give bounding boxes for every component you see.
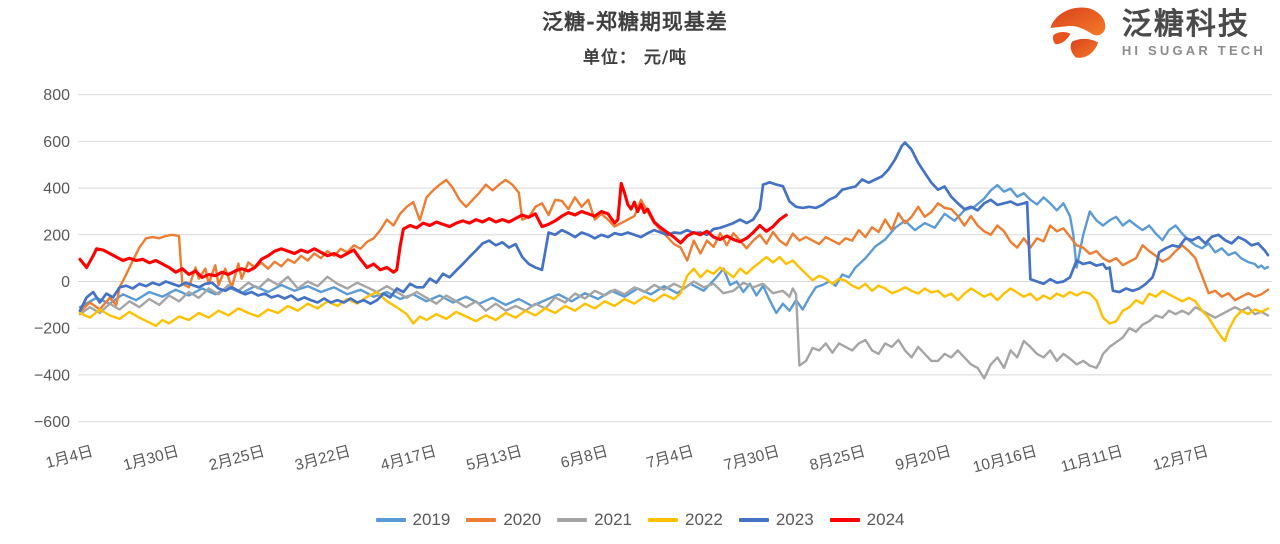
legend-swatch-2023 — [738, 518, 769, 522]
x-axis-tick-label: 7月4日 — [645, 443, 696, 472]
y-axis-tick-label: 0 — [61, 274, 70, 291]
x-axis-tick-label: 1月30日 — [121, 443, 180, 474]
chart-legend: 2019 2020 2021 2022 2023 2024 — [0, 510, 1280, 530]
legend-label-2022: 2022 — [685, 510, 723, 529]
legend-item-2022: 2022 — [648, 510, 723, 530]
x-axis-tick-label: 5月13日 — [465, 443, 524, 474]
legend-swatch-2019 — [375, 518, 406, 522]
series-line-2024 — [78, 181, 788, 280]
legend-item-2019: 2019 — [375, 510, 451, 530]
x-axis-tick-label: 12月7日 — [1151, 443, 1210, 474]
series-line-2020 — [78, 178, 1270, 314]
x-axis-tick-label: 2月25日 — [207, 443, 266, 474]
legend-swatch-2022 — [648, 518, 678, 522]
legend-label-2019: 2019 — [412, 510, 451, 529]
legend-label-2020: 2020 — [503, 510, 542, 529]
x-axis-tick-label: 8月25日 — [808, 443, 867, 474]
legend-label-2024: 2024 — [866, 510, 905, 529]
legend-label-2021: 2021 — [594, 510, 632, 529]
x-axis-tick-label: 6月8日 — [559, 443, 610, 472]
legend-swatch-2024 — [829, 518, 860, 522]
hi-sugar-tech-logo: 泛糖科技 HI SUGAR TECH — [1046, 4, 1266, 62]
y-axis-tick-label: 600 — [43, 134, 70, 151]
y-axis-tick-label: −200 — [34, 321, 70, 338]
x-axis-tick-label: 7月30日 — [722, 443, 781, 474]
basis-line-chart: 800 600 400 200 0 −200 −400 −600 1月4日 1月30日 2月25日 3… — [34, 87, 1272, 476]
legend-swatch-2021 — [557, 518, 588, 522]
x-axis-tick-label: 11月11日 — [1059, 443, 1124, 476]
series-line-2021 — [78, 275, 1270, 380]
x-axis-tick-label: 10月16日 — [971, 443, 1039, 476]
y-axis-tick-label: 400 — [43, 181, 70, 198]
x-axis-tick-label: 3月22日 — [293, 443, 352, 474]
x-axis-tick-label: 9月20日 — [894, 443, 953, 474]
series-line-2019 — [78, 183, 1270, 315]
y-axis-tick-label: −400 — [34, 367, 70, 384]
legend-item-2020: 2020 — [466, 510, 541, 530]
x-axis-tick-label: 1月4日 — [44, 443, 95, 472]
logo-swirl-icon — [1050, 7, 1106, 58]
logo-company-subname: HI SUGAR TECH — [1121, 43, 1266, 58]
legend-item-2024: 2024 — [829, 510, 905, 530]
legend-swatch-2020 — [466, 518, 497, 522]
y-axis-tick-label: −600 — [34, 414, 70, 431]
legend-label-2023: 2023 — [775, 510, 814, 529]
y-axis-tick-label: 800 — [43, 87, 70, 104]
y-axis-tick-label: 200 — [43, 227, 70, 244]
x-axis-tick-label: 4月17日 — [379, 443, 438, 474]
series-line-2023 — [78, 141, 1270, 313]
legend-item-2021: 2021 — [557, 510, 632, 530]
logo-company-name: 泛糖科技 — [1121, 8, 1250, 41]
series-line-2022 — [78, 255, 1270, 343]
legend-item-2023: 2023 — [738, 510, 814, 530]
